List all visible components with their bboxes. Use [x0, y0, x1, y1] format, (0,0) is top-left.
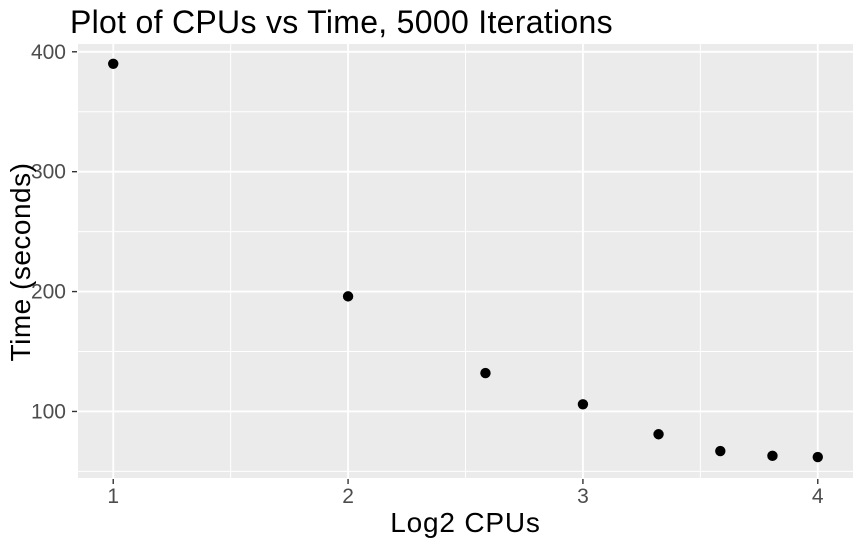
y-tick-label: 200	[31, 281, 66, 304]
x-tick-label: 1	[107, 485, 119, 508]
x-axis-title: Log2 CPUs	[390, 507, 541, 538]
x-tick-label: 3	[577, 485, 589, 508]
y-tick-label: 100	[31, 400, 66, 423]
data-point	[108, 58, 119, 69]
data-point	[653, 429, 664, 440]
x-tick-label: 2	[342, 485, 354, 508]
x-tick-label: 4	[812, 485, 824, 508]
data-point	[767, 450, 778, 462]
data-point	[342, 291, 354, 302]
y-axis-title: Time (seconds)	[5, 162, 36, 362]
data-point	[715, 445, 726, 457]
data-point	[577, 399, 589, 410]
data-point	[812, 451, 823, 463]
y-tick-label: 300	[31, 161, 66, 184]
data-point	[480, 367, 491, 379]
plot-title: Plot of CPUs vs Time, 5000 Iterations	[70, 4, 613, 40]
y-tick-label: 400	[31, 41, 66, 64]
